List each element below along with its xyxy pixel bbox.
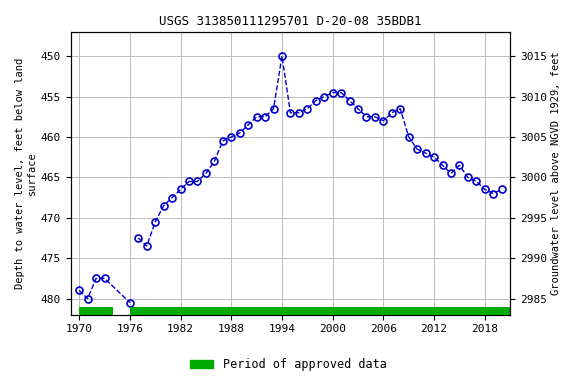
Y-axis label: Depth to water level, feet below land
surface: Depth to water level, feet below land su… [15,58,37,289]
Legend: Period of approved data: Period of approved data [185,354,391,376]
Y-axis label: Groundwater level above NGVD 1929, feet: Groundwater level above NGVD 1929, feet [551,51,561,295]
Title: USGS 313850111295701 D-20-08 35BDB1: USGS 313850111295701 D-20-08 35BDB1 [159,15,422,28]
